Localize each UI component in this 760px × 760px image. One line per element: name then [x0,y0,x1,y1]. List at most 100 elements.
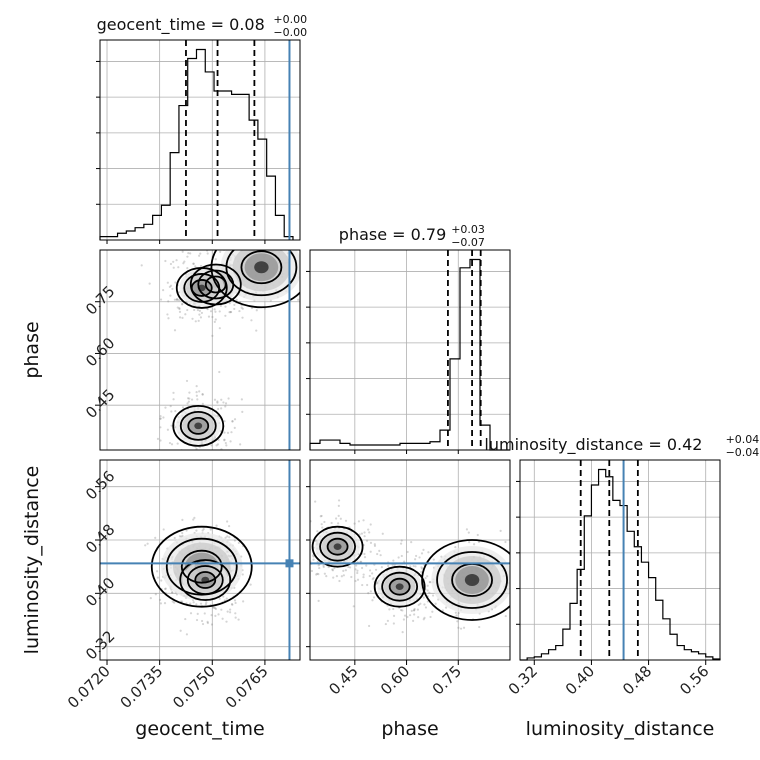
scatter-point [210,623,214,626]
scatter-point [170,424,173,427]
scatter-point [378,549,381,553]
scatter-point [305,543,307,545]
scatter-point [301,549,303,551]
scatter-point [339,517,342,520]
scatter-point [401,609,404,612]
scatter-point [322,564,325,567]
scatter-point [186,255,189,258]
scatter-point [173,601,176,604]
scatter-point [223,438,226,441]
scatter-point [240,306,243,309]
histogram-step-geocent_time [99,48,294,240]
contour [180,549,223,584]
contour [373,565,426,608]
scatter-point [227,525,231,528]
scatter-point [195,447,198,450]
scatter-point [175,298,178,301]
scatter-point [373,544,377,547]
scatter-point [166,313,169,316]
scatter-point [229,310,232,314]
scatter-point [420,570,423,574]
scatter-point [198,309,202,312]
scatter-point [303,533,305,535]
scatter-point [231,420,234,423]
scatter-point [476,533,479,537]
scatter-point [187,400,190,403]
scatter-point [350,575,353,579]
scatter-point [140,264,143,267]
scatter-point [220,608,223,611]
scatter-point [399,542,403,545]
scatter-point [457,626,460,629]
scatter-point [516,574,518,576]
scatter-point [223,599,226,602]
scatter-point [337,499,341,502]
scatter-point [237,541,240,544]
scatter-point [196,454,198,456]
scatter-point [156,437,160,440]
scatter-point [185,379,189,383]
scatter-point [278,243,280,245]
scatter-point [412,609,416,612]
scatter-point [226,431,230,434]
scatter-point [363,552,366,556]
scatter-point [316,572,319,575]
scatter-point [317,573,320,576]
scatter-point [237,618,240,621]
scatter-point [164,587,167,591]
scatter-point [169,284,173,287]
scatter-point [216,443,220,446]
x-tick-label: 0.0720 [64,662,114,712]
scatter-point [354,579,357,583]
x-tick-label: 0.56 [676,662,712,698]
scatter-point [223,431,226,434]
scatter-point [195,385,198,388]
scatter-point [190,474,192,476]
scatter-point [170,410,173,413]
scatter-point [172,266,175,269]
scatter-point [459,627,463,630]
scatter-point [172,391,175,394]
scatter-point [217,407,220,411]
scatter-point [504,614,507,618]
histogram-frame-luminosity_distance [519,459,721,661]
truth-marker [285,559,294,568]
scatter-point [330,521,333,525]
scatter-point [272,244,274,246]
scatter-point [175,259,178,262]
scatter-point [406,550,409,554]
title-sup: +0.00 [273,13,307,26]
scatter-point [417,616,420,619]
scatter-point [305,535,307,537]
contour [381,571,419,602]
scatter-point [185,529,188,532]
scatter-point [154,593,157,596]
scatter-point [181,518,184,521]
scatter-point [260,247,262,249]
scatter-point [307,572,309,574]
scatter-point [214,614,217,617]
scatter-point [412,619,415,622]
scatter-point [180,600,184,603]
scatter-point [428,580,431,584]
scatter-point [242,600,245,603]
scatter-point [456,620,459,623]
scatter-point [218,310,221,313]
scatter-point [223,439,226,442]
scatter-point [200,619,204,623]
scatter-point [304,534,306,536]
scatter-point [231,236,233,238]
scatter-point [228,302,231,305]
scatter-point [457,612,460,615]
scatter-point [173,329,177,332]
scatter-point [363,555,367,559]
y-tick-label: 0.56 [82,467,118,503]
scatter-point [169,262,173,266]
scatter-point [372,596,376,599]
x-tick-label: 0.40 [562,662,598,698]
scatter-point [149,596,152,600]
scatter-point [192,518,195,521]
scatter-point [230,431,233,434]
scatter-point [181,531,184,535]
scatter-point [195,391,198,394]
